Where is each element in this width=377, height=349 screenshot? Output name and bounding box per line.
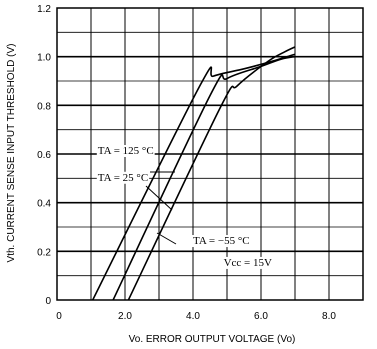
x-tick-label: 4.0: [186, 311, 200, 322]
y-tick-label: 0.6: [37, 150, 51, 161]
y-tick-label: 0.4: [37, 199, 51, 210]
y-tick-label: 0: [45, 296, 51, 307]
y-tick-label: 0.8: [37, 101, 51, 112]
y-tick-label: 1.2: [37, 4, 51, 15]
series-line-1: [112, 55, 296, 301]
series-line-0: [91, 53, 296, 301]
x-tick-label: 2.0: [118, 311, 132, 322]
x-axis-label: Vo. ERROR OUTPUT VOLTAGE (Vo): [129, 334, 296, 345]
annotation-background: [96, 145, 155, 157]
annotation-background: [192, 235, 251, 248]
annotation-label: TA = 25 °C: [98, 172, 148, 184]
annotation-label: TA = 125 °C: [98, 145, 154, 157]
x-tick-label: 8.0: [322, 311, 336, 322]
annotation-background: [96, 171, 150, 184]
chart-grid: [57, 8, 363, 300]
annotation-label: TA = −55 °C: [193, 235, 250, 247]
series-line-2: [127, 46, 296, 301]
leader-line: [145, 185, 173, 211]
plot-frame: [56, 7, 364, 301]
series-lines: [91, 46, 296, 301]
leader-line: [156, 232, 177, 245]
annotations: TA = 125 °C TA = 25 °C TA = −55 °C Vcc = 15…: [96, 145, 274, 269]
y-tick-label: 1.0: [37, 53, 51, 64]
x-tick-label: 0: [56, 311, 62, 322]
y-tick-label: 0.2: [37, 247, 51, 258]
annotation-background: [222, 256, 274, 269]
x-tick-label: 6.0: [254, 311, 268, 322]
annotation-label: Vcc = 15V: [224, 257, 272, 269]
y-axis-label: Vth. CURRENT SENSE INPUT THRESHOLD (V): [6, 44, 17, 263]
tick-labels: 0 2.0 4.0 6.0 8.0 0 0.2 0.4 0.6 0.8 1.0 1.2: [37, 4, 336, 322]
